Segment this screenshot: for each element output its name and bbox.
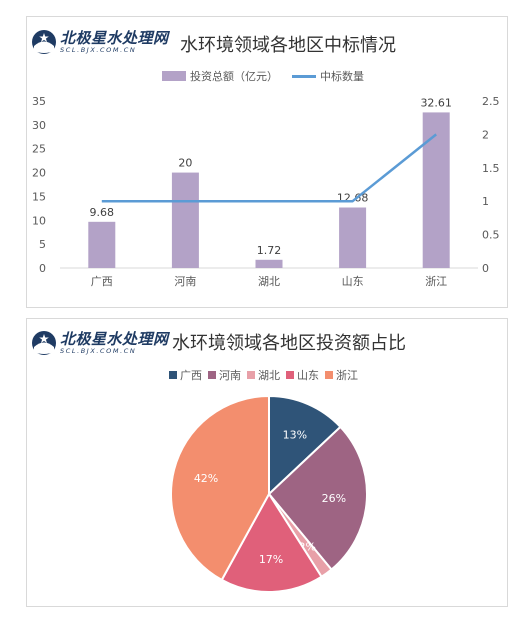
polar-star-logo-icon — [32, 30, 56, 54]
x-tick-label: 河南 — [174, 275, 196, 288]
y-left-tick-label: 35 — [32, 95, 46, 108]
pie-legend-item: 广西 — [169, 367, 202, 383]
pie-slice — [267, 425, 368, 571]
y-left-tick-label: 25 — [32, 143, 46, 156]
bar — [88, 221, 116, 268]
bar-data-label: 1.72 — [257, 244, 282, 257]
bar-data-label: 32.61 — [420, 96, 452, 109]
bar — [422, 112, 450, 268]
y-left-tick-label: 20 — [32, 167, 46, 180]
y-right-tick-label: 0.5 — [482, 229, 500, 242]
pie-legend-item: 浙江 — [325, 367, 358, 383]
bar-data-label: 20 — [178, 157, 192, 170]
legend-swatch-line — [292, 74, 316, 78]
bar — [171, 172, 199, 268]
pie-legend-swatch — [247, 371, 255, 379]
bar-chart-panel: 北极星水处理网 SCL.BJX.COM.CN 水环境领域各地区中标情况 投资总额… — [26, 16, 508, 308]
pie-legend-label: 河南 — [219, 369, 241, 382]
pie-legend-item: 山东 — [286, 367, 319, 383]
bar-line-chart: 0510152025303500.511.522.59.68201.7212.6… — [32, 95, 500, 288]
brand-name: 北极星水处理网 — [60, 329, 169, 348]
pie-slice — [268, 394, 342, 497]
pie-data-label: 13% — [283, 428, 307, 441]
x-tick-label: 湖北 — [258, 275, 280, 288]
pie-legend-label: 广西 — [180, 369, 202, 382]
brand-url: SCL.BJX.COM.CN — [60, 346, 137, 355]
y-left-tick-label: 5 — [39, 238, 46, 251]
pie-legend-item: 河南 — [208, 367, 241, 383]
pie-legend: 广西 河南 湖北 山东 浙江 — [169, 367, 364, 383]
pie-legend-item: 湖北 — [247, 367, 280, 383]
x-tick-label: 浙江 — [425, 275, 447, 288]
y-right-tick-label: 2 — [482, 128, 489, 141]
y-left-tick-label: 30 — [32, 119, 46, 132]
brand-logo-block: 北极星水处理网 SCL.BJX.COM.CN — [31, 29, 169, 55]
legend-label-count: 中标数量 — [320, 70, 364, 83]
pie-legend-swatch — [169, 371, 177, 379]
y-left-tick-label: 15 — [32, 190, 46, 203]
x-tick-label: 广西 — [91, 275, 113, 288]
y-right-tick-label: 2.5 — [482, 95, 500, 108]
y-right-tick-label: 0 — [482, 262, 489, 275]
pie-legend-label: 湖北 — [258, 369, 280, 382]
x-tick-label: 山东 — [342, 275, 364, 288]
brand-name: 北极星水处理网 — [60, 28, 169, 47]
legend-item-count: 中标数量 — [292, 68, 364, 84]
pie-legend-swatch — [208, 371, 216, 379]
bar-data-label: 9.68 — [90, 206, 115, 219]
y-left-tick-label: 10 — [32, 214, 46, 227]
brand-url: SCL.BJX.COM.CN — [60, 45, 137, 54]
pie-legend-swatch — [325, 371, 333, 379]
legend-item-investment: 投资总额（亿元） — [162, 68, 278, 84]
brand-logo-block: 北极星水处理网 SCL.BJX.COM.CN — [31, 330, 169, 356]
y-right-tick-label: 1.5 — [482, 162, 500, 175]
chart-legend: 投资总额（亿元） 中标数量 — [162, 68, 378, 84]
polar-star-logo-icon — [32, 331, 56, 355]
legend-swatch-bar — [162, 71, 186, 81]
pie-legend-label: 山东 — [297, 369, 319, 382]
pie-data-label: 17% — [259, 553, 283, 566]
y-left-tick-label: 0 — [39, 262, 46, 275]
pie-chart: 13%26%2%17%42% — [170, 394, 368, 593]
line-series — [101, 133, 437, 203]
bar — [255, 259, 283, 268]
bar — [339, 207, 367, 268]
y-right-tick-label: 1 — [482, 195, 489, 208]
chart-title: 水环境领域各地区中标情况 — [180, 35, 396, 56]
pie-data-label: 26% — [322, 492, 346, 505]
chart-title: 水环境领域各地区投资额占比 — [172, 333, 406, 354]
pie-chart-panel: 北极星水处理网 SCL.BJX.COM.CN 水环境领域各地区投资额占比 广西 河… — [26, 318, 508, 607]
legend-label-investment: 投资总额（亿元） — [190, 70, 278, 83]
pie-legend-label: 浙江 — [336, 369, 358, 382]
pie-slice — [170, 394, 270, 582]
pie-data-label: 42% — [194, 472, 218, 485]
pie-slice — [220, 492, 323, 593]
pie-legend-swatch — [286, 371, 294, 379]
